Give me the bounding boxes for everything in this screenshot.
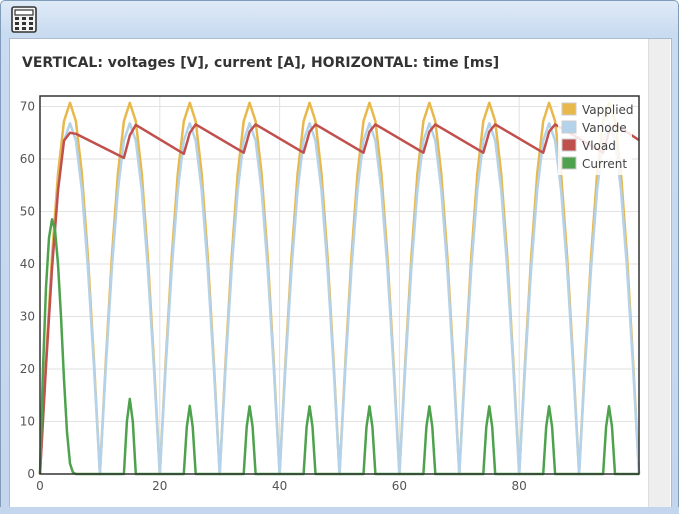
legend-label: Vanode <box>582 121 627 135</box>
series-vload-line <box>38 123 640 475</box>
legend-swatch <box>561 138 577 152</box>
plot-frame <box>39 95 640 475</box>
legend-label: Vapplied <box>582 103 634 117</box>
legend-swatch <box>561 102 577 116</box>
legend: Vapplied Vanode Vload Current <box>558 99 634 175</box>
legend-label: Vload <box>582 139 616 153</box>
chart-heading: VERTICAL: voltages [V], current [A], HOR… <box>22 55 500 71</box>
x-tick-label: 60 <box>392 479 407 493</box>
y-tick-label: 0 <box>27 467 35 481</box>
y-tick-label: 10 <box>20 415 35 429</box>
legend-label: Current <box>582 157 627 171</box>
y-tick-label: 50 <box>20 205 35 219</box>
calculator-icon[interactable] <box>11 6 37 33</box>
x-tick-label: 20 <box>152 479 167 493</box>
legend-swatch <box>561 156 577 170</box>
y-tick-label: 60 <box>20 152 35 166</box>
window-bottom-border <box>0 507 679 514</box>
title-bar[interactable] <box>1 1 678 37</box>
y-tick-label: 40 <box>20 257 35 271</box>
series-current-line <box>38 218 639 476</box>
legend-swatch <box>561 120 577 134</box>
y-tick-label: 30 <box>20 310 35 324</box>
vertical-scrollbar[interactable] <box>648 39 670 507</box>
x-tick-label: 80 <box>512 479 527 493</box>
x-tick-label: 40 <box>272 479 287 493</box>
series-vapplied-line <box>38 101 641 476</box>
y-tick-label: 70 <box>20 100 35 114</box>
x-tick-label: 0 <box>36 479 44 493</box>
y-tick-label: 20 <box>20 362 35 376</box>
